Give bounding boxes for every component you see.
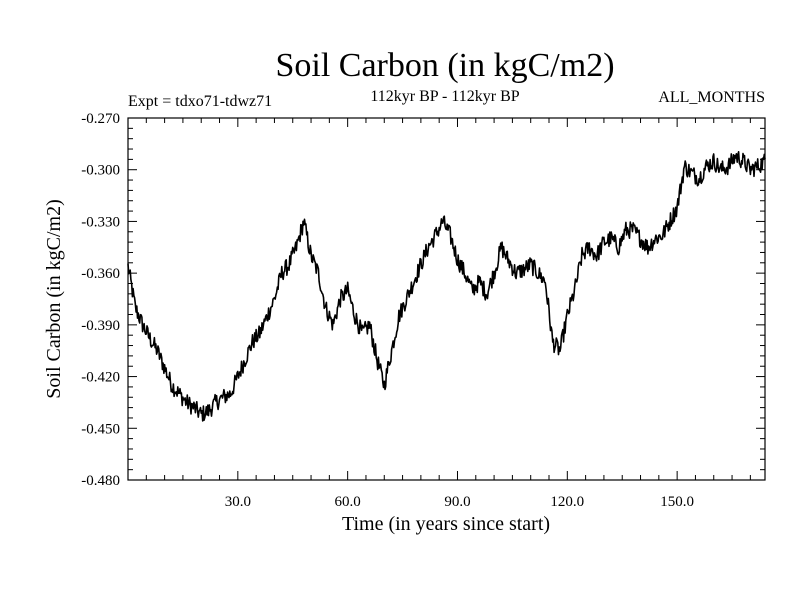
y-tick-label: -0.480 bbox=[81, 473, 120, 489]
x-axis-label: Time (in years since start) bbox=[342, 513, 550, 535]
axis-ticks bbox=[128, 118, 765, 480]
y-tick-label: -0.420 bbox=[81, 370, 120, 386]
chart-subtitle: 112kyr BP - 112kyr BP bbox=[370, 88, 519, 105]
x-tick-label: 120.0 bbox=[550, 494, 584, 510]
y-tick-label: -0.390 bbox=[81, 318, 120, 334]
y-axis-label: Soil Carbon (in kgC/m2) bbox=[43, 199, 65, 398]
months-label: ALL_MONTHS bbox=[658, 89, 765, 106]
data-series bbox=[127, 151, 766, 422]
y-tick-label: -0.360 bbox=[81, 266, 120, 282]
y-tick-label: -0.330 bbox=[81, 214, 120, 230]
chart-title: Soil Carbon (in kgC/m2) bbox=[275, 47, 614, 84]
x-tick-label: 60.0 bbox=[335, 494, 361, 510]
x-tick-label: 90.0 bbox=[444, 494, 470, 510]
y-tick-label: -0.450 bbox=[81, 421, 120, 437]
plot-frame bbox=[127, 117, 766, 481]
tick-labels: 30.0 60.0 90.0 120.0 150.0 -0.270 -0.300 -0.330… bbox=[81, 111, 694, 510]
x-tick-label: 150.0 bbox=[660, 494, 694, 510]
experiment-label: Expt = tdxo71-tdwz71 bbox=[128, 93, 272, 110]
y-tick-label: -0.300 bbox=[81, 163, 120, 179]
x-tick-label: 30.0 bbox=[225, 494, 251, 510]
soil-carbon-line bbox=[127, 151, 766, 422]
y-tick-label: -0.270 bbox=[81, 111, 120, 127]
